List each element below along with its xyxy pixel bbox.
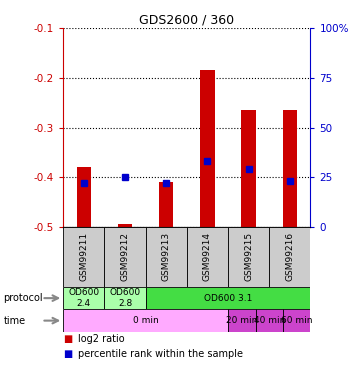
Bar (104, 227, 145, 287)
Text: time: time (4, 316, 26, 326)
Text: 60 min: 60 min (281, 316, 312, 325)
Bar (159, 182, 173, 227)
Bar (228, 309, 256, 332)
Text: ■: ■ (63, 350, 73, 359)
Text: OD600 3.1: OD600 3.1 (204, 294, 252, 303)
Text: protocol: protocol (4, 293, 43, 303)
Text: 40 min: 40 min (253, 316, 285, 325)
Bar (145, 287, 310, 309)
Bar (283, 110, 297, 227)
Bar (187, 227, 228, 287)
Text: GSM99213: GSM99213 (162, 232, 171, 281)
Bar (256, 309, 283, 332)
Text: 20 min: 20 min (226, 316, 257, 325)
Bar (63, 227, 104, 287)
Text: percentile rank within the sample: percentile rank within the sample (78, 350, 243, 359)
Bar (242, 110, 256, 227)
Text: GSM99215: GSM99215 (244, 232, 253, 281)
Bar (63, 309, 228, 332)
Text: GSM99212: GSM99212 (121, 232, 130, 281)
Text: OD600
2.8: OD600 2.8 (109, 288, 140, 308)
Text: GSM99211: GSM99211 (79, 232, 88, 281)
Text: GSM99214: GSM99214 (203, 232, 212, 281)
Bar (145, 227, 187, 287)
Bar (104, 287, 145, 309)
Bar (283, 309, 310, 332)
Bar (228, 227, 269, 287)
Bar (269, 227, 310, 287)
Text: GSM99216: GSM99216 (285, 232, 294, 281)
Title: GDS2600 / 360: GDS2600 / 360 (139, 14, 234, 27)
Bar (63, 287, 104, 309)
Bar (77, 167, 91, 227)
Text: OD600
2.4: OD600 2.4 (68, 288, 99, 308)
Text: ■: ■ (63, 334, 73, 344)
Bar (200, 70, 215, 227)
Text: log2 ratio: log2 ratio (78, 334, 124, 344)
Text: 0 min: 0 min (133, 316, 158, 325)
Bar (118, 224, 132, 227)
